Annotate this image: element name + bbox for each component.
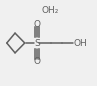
Text: OH₂: OH₂ xyxy=(42,6,59,15)
Text: O: O xyxy=(33,57,40,66)
Text: O: O xyxy=(33,20,40,29)
Text: S: S xyxy=(34,39,40,47)
Text: OH: OH xyxy=(74,39,87,47)
